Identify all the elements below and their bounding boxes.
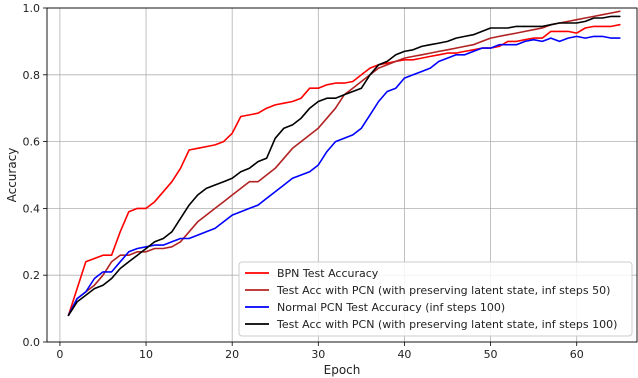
series-line-3 bbox=[67, 35, 621, 317]
y-tick-label: 0.2 bbox=[23, 269, 41, 282]
x-tick-label: 10 bbox=[139, 348, 153, 361]
y-axis-label: Accuracy bbox=[5, 148, 19, 203]
x-tick-label: 0 bbox=[56, 348, 63, 361]
x-tick-label: 20 bbox=[225, 348, 239, 361]
x-tick-label: 50 bbox=[484, 348, 498, 361]
y-tick-label: 1.0 bbox=[23, 2, 41, 15]
y-tick-label: 0.0 bbox=[23, 336, 41, 349]
ticks: 0 10 20 30 40 50 60 0.0 0.2 0.4 0.6 0.8 1.0 bbox=[23, 2, 584, 361]
legend-label-1: BPN Test Accuracy bbox=[277, 267, 379, 280]
series-line-1 bbox=[67, 23, 621, 317]
legend-label-3: Normal PCN Test Accuracy (inf steps 100) bbox=[277, 301, 505, 314]
y-tick-label: 0.4 bbox=[23, 202, 41, 215]
legend: BPN Test Accuracy Test Acc with PCN (with… bbox=[238, 261, 633, 337]
legend-box bbox=[238, 261, 633, 337]
y-tick-label: 0.8 bbox=[23, 69, 41, 82]
series-group bbox=[67, 10, 621, 317]
legend-label-2: Test Acc with PCN (with preserving laten… bbox=[276, 284, 610, 297]
series-line-4 bbox=[67, 15, 621, 317]
x-tick-label: 40 bbox=[397, 348, 411, 361]
x-axis-label: Epoch bbox=[324, 363, 361, 377]
x-tick-label: 30 bbox=[311, 348, 325, 361]
plot-frame bbox=[46, 7, 638, 343]
legend-label-4: Test Acc with PCN (with preserving laten… bbox=[276, 318, 617, 331]
y-tick-label: 0.6 bbox=[23, 136, 41, 149]
x-tick-label: 60 bbox=[570, 348, 584, 361]
